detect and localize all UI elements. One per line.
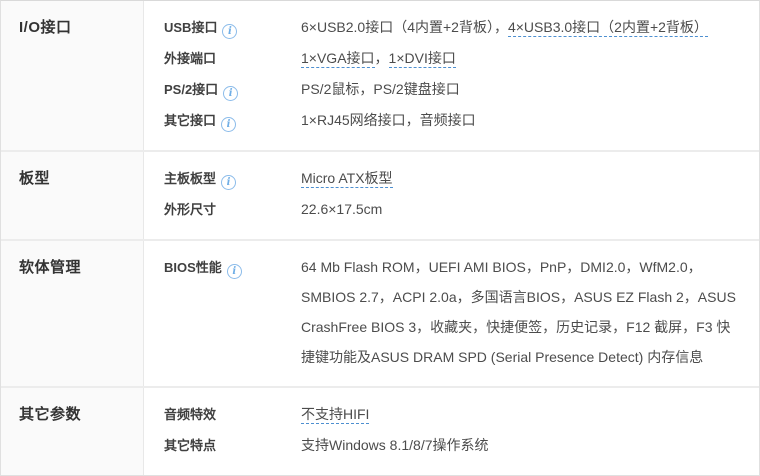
spec-value: 64 Mb Flash ROM，UEFI AMI BIOS，PnP，DMI2.0…	[301, 252, 741, 372]
spec-label-cell: 音频特效	[164, 399, 301, 430]
info-icon[interactable]: i	[226, 264, 242, 279]
spec-value: 22.6×17.5cm	[301, 194, 741, 225]
section-rows: BIOS性能 i 64 Mb Flash ROM，UEFI AMI BIOS，PnP…	[144, 241, 759, 386]
spec-section: 板型 主板板型 i Micro ATX板型外形尺寸 22.6×17.5cm	[1, 150, 759, 239]
spec-section: 其它参数 音频特效 不支持HIFI 其它特点 支持Windows 8.1/8/7操作系统	[1, 386, 759, 475]
spec-label-cell: BIOS性能 i	[164, 252, 301, 283]
spec-label-cell: 其它接口 i	[164, 105, 301, 136]
spec-label-cell: 其它特点	[164, 430, 301, 461]
spec-value-link[interactable]: Micro ATX板型	[301, 170, 393, 188]
spec-value-link[interactable]: 1×DVI接口	[388, 50, 456, 68]
spec-value: 6×USB2.0接口（4内置+2背板），4×USB3.0接口（2内置+2背板）	[301, 12, 741, 43]
section-title-cell: 板型	[1, 152, 144, 239]
section-title: 其它参数	[19, 406, 82, 423]
section-title-cell: 其它参数	[1, 388, 144, 475]
spec-label: 其它接口	[164, 113, 217, 128]
spec-section: 软体管理 BIOS性能 i 64 Mb Flash ROM，UEFI AMI BIOS…	[1, 239, 759, 386]
spec-value: Micro ATX板型	[301, 163, 741, 194]
info-icon[interactable]: i	[221, 117, 237, 132]
spec-value-link[interactable]: 1×VGA接口	[301, 50, 375, 68]
spec-label: 音频特效	[164, 407, 217, 422]
spec-label: BIOS性能	[164, 260, 222, 275]
info-icon[interactable]: i	[223, 86, 239, 101]
spec-row: 外形尺寸 22.6×17.5cm	[164, 194, 741, 225]
section-title: 软体管理	[19, 259, 82, 276]
spec-value-text: 6×USB2.0接口（4内置+2背板），	[301, 19, 508, 35]
spec-label: 主板板型	[164, 171, 217, 186]
spec-section: I/O接口 USB接口 i 6×USB2.0接口（4内置+2背板），4×USB3.0接…	[1, 1, 759, 150]
spec-row: 其它接口 i 1×RJ45网络接口，音频接口	[164, 105, 741, 136]
spec-value-text: ，	[374, 50, 389, 66]
spec-label: USB接口	[164, 20, 218, 35]
spec-row: 音频特效 不支持HIFI	[164, 399, 741, 430]
spec-label: PS/2接口	[164, 82, 219, 97]
spec-label-cell: PS/2接口 i	[164, 74, 301, 105]
section-rows: 主板板型 i Micro ATX板型外形尺寸 22.6×17.5cm	[144, 152, 759, 239]
section-rows: USB接口 i 6×USB2.0接口（4内置+2背板），4×USB3.0接口（2内置…	[144, 1, 759, 150]
spec-label-cell: USB接口 i	[164, 12, 301, 43]
spec-row: USB接口 i 6×USB2.0接口（4内置+2背板），4×USB3.0接口（2内置…	[164, 12, 741, 43]
section-title-cell: I/O接口	[1, 1, 144, 150]
spec-value-text: PS/2鼠标，PS/2键盘接口	[301, 81, 460, 97]
spec-value-text: 1×RJ45网络接口，音频接口	[301, 112, 476, 128]
spec-row: 其它特点 支持Windows 8.1/8/7操作系统	[164, 430, 741, 461]
spec-value-link[interactable]: 不支持HIFI	[301, 406, 370, 424]
spec-value: 1×RJ45网络接口，音频接口	[301, 105, 741, 136]
section-rows: 音频特效 不支持HIFI 其它特点 支持Windows 8.1/8/7操作系统	[144, 388, 759, 475]
spec-label: 其它特点	[164, 438, 217, 453]
spec-row: PS/2接口 i PS/2鼠标，PS/2键盘接口	[164, 74, 741, 105]
spec-value: 1×VGA接口，1×DVI接口	[301, 43, 741, 74]
spec-label-cell: 外形尺寸	[164, 194, 301, 225]
spec-label-cell: 主板板型 i	[164, 163, 301, 194]
spec-row: BIOS性能 i 64 Mb Flash ROM，UEFI AMI BIOS，PnP…	[164, 252, 741, 372]
section-title-cell: 软体管理	[1, 241, 144, 386]
info-icon[interactable]: i	[222, 24, 238, 39]
spec-label: 外形尺寸	[164, 202, 217, 217]
spec-label-cell: 外接端口	[164, 43, 301, 74]
spec-row: 主板板型 i Micro ATX板型	[164, 163, 741, 194]
section-title: 板型	[19, 170, 51, 187]
info-icon[interactable]: i	[221, 175, 237, 190]
spec-value-link[interactable]: 4×USB3.0接口（2内置+2背板）	[507, 19, 708, 37]
section-title: I/O接口	[19, 19, 72, 36]
spec-row: 外接端口 1×VGA接口，1×DVI接口	[164, 43, 741, 74]
spec-label: 外接端口	[164, 51, 217, 66]
spec-value-text: 支持Windows 8.1/8/7操作系统	[301, 437, 489, 453]
spec-value-text: 22.6×17.5cm	[301, 201, 383, 217]
spec-value: PS/2鼠标，PS/2键盘接口	[301, 74, 741, 105]
spec-value: 支持Windows 8.1/8/7操作系统	[301, 430, 741, 461]
spec-value: 不支持HIFI	[301, 399, 741, 430]
spec-value-text: 64 Mb Flash ROM，UEFI AMI BIOS，PnP，DMI2.0…	[301, 259, 736, 365]
